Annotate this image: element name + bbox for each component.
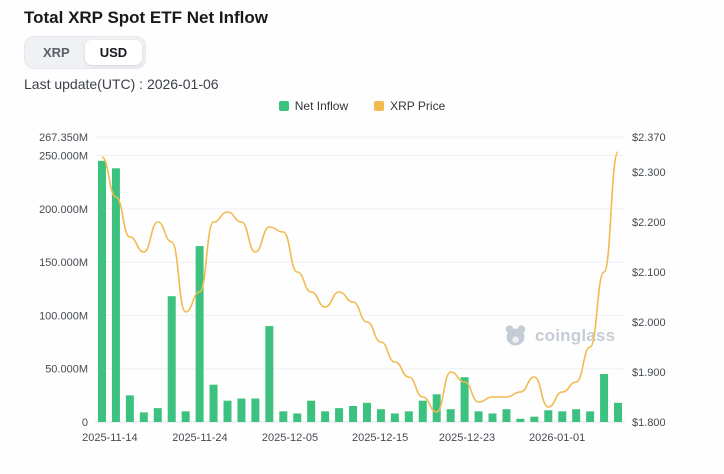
right-axis-label: $2.000 bbox=[632, 317, 666, 329]
net-inflow-bar[interactable] bbox=[502, 409, 511, 422]
net-inflow-bar[interactable] bbox=[293, 413, 302, 422]
net-inflow-swatch-icon bbox=[278, 101, 289, 111]
toggle-option-usd[interactable]: USD bbox=[84, 40, 143, 65]
left-axis-label: 200.000M bbox=[39, 204, 88, 216]
net-inflow-bar[interactable] bbox=[251, 398, 260, 422]
left-axis-label: 267.350M bbox=[39, 132, 88, 144]
last-update-text: Last update(UTC) : 2026-01-06 bbox=[24, 76, 219, 92]
net-inflow-bar[interactable] bbox=[474, 411, 483, 422]
x-axis-label: 2025-11-14 bbox=[82, 432, 137, 444]
legend-xrp-price-label: XRP Price bbox=[390, 99, 446, 113]
net-inflow-bar[interactable] bbox=[544, 410, 553, 422]
legend-item-xrp-price[interactable]: XRP Price bbox=[374, 99, 445, 113]
net-inflow-bar[interactable] bbox=[111, 168, 120, 422]
right-axis-label: $1.900 bbox=[632, 367, 666, 379]
net-inflow-bar[interactable] bbox=[404, 411, 413, 422]
net-inflow-bar[interactable] bbox=[265, 326, 274, 422]
net-inflow-bar[interactable] bbox=[335, 408, 344, 422]
net-inflow-bar[interactable] bbox=[125, 395, 134, 422]
xrp-price-line[interactable] bbox=[101, 151, 619, 413]
net-inflow-bar[interactable] bbox=[614, 402, 623, 422]
net-inflow-bar[interactable] bbox=[195, 246, 204, 422]
legend-item-net-inflow[interactable]: Net Inflow bbox=[278, 99, 349, 113]
x-axis-label: 2025-12-05 bbox=[262, 432, 318, 444]
net-inflow-bar[interactable] bbox=[390, 413, 399, 422]
net-inflow-bar[interactable] bbox=[600, 374, 609, 422]
net-inflow-bar[interactable] bbox=[376, 409, 385, 422]
net-inflow-bar[interactable] bbox=[530, 416, 539, 422]
page-title: Total XRP Spot ETF Net Inflow bbox=[24, 8, 268, 27]
net-inflow-bar[interactable] bbox=[153, 408, 162, 422]
left-axis-label: 250.000M bbox=[39, 150, 88, 162]
net-inflow-bar[interactable] bbox=[223, 400, 232, 422]
net-inflow-bar[interactable] bbox=[446, 409, 455, 422]
right-axis-label: $2.100 bbox=[632, 267, 666, 279]
net-inflow-bar[interactable] bbox=[209, 384, 218, 422]
net-inflow-bar[interactable] bbox=[181, 411, 190, 422]
right-axis-label: $2.300 bbox=[632, 167, 666, 179]
left-axis-label: 0 bbox=[82, 417, 88, 429]
net-inflow-bar[interactable] bbox=[167, 296, 176, 422]
toggle-option-xrp[interactable]: XRP bbox=[28, 40, 85, 65]
right-axis-label: $2.370 bbox=[632, 132, 666, 144]
net-inflow-bar[interactable] bbox=[432, 394, 441, 422]
xrp-price-swatch-icon bbox=[374, 101, 385, 111]
net-inflow-bar[interactable] bbox=[586, 411, 595, 422]
left-axis-label: 50.000M bbox=[45, 364, 88, 376]
etf-net-inflow-chart[interactable]: 267.350M 250.000M 200.000M 150.000M 100.000M… bbox=[0, 121, 724, 466]
net-inflow-bar[interactable] bbox=[139, 412, 148, 422]
right-axis-label: $1.800 bbox=[632, 417, 666, 429]
net-inflow-bar[interactable] bbox=[279, 411, 288, 422]
net-inflow-bar[interactable] bbox=[237, 398, 246, 422]
currency-toggle: XRP USD bbox=[24, 36, 147, 69]
net-inflow-bar[interactable] bbox=[418, 400, 427, 422]
x-axis-label: 2025-12-23 bbox=[439, 432, 495, 444]
net-inflow-bar[interactable] bbox=[362, 402, 371, 422]
x-axis-label: 2025-12-15 bbox=[352, 432, 408, 444]
net-inflow-bar[interactable] bbox=[97, 160, 106, 422]
net-inflow-bar[interactable] bbox=[349, 406, 358, 422]
left-axis-label: 100.000M bbox=[39, 310, 88, 322]
net-inflow-bar[interactable] bbox=[558, 411, 567, 422]
x-axis-label: 2025-11-24 bbox=[172, 432, 227, 444]
left-axis-label: 150.000M bbox=[39, 257, 88, 269]
chart-legend: Net Inflow XRP Price bbox=[0, 99, 724, 113]
net-inflow-bar[interactable] bbox=[516, 418, 525, 422]
net-inflow-bar[interactable] bbox=[572, 409, 581, 422]
right-axis-label: $2.200 bbox=[632, 217, 666, 229]
x-axis-label: 2026-01-01 bbox=[529, 432, 585, 444]
coinglass-bear-icon bbox=[505, 325, 526, 346]
net-inflow-bar[interactable] bbox=[460, 377, 469, 422]
net-inflow-bar[interactable] bbox=[321, 411, 330, 422]
legend-net-inflow-label: Net Inflow bbox=[294, 99, 349, 113]
net-inflow-bar[interactable] bbox=[307, 400, 316, 422]
net-inflow-bar[interactable] bbox=[488, 413, 497, 422]
